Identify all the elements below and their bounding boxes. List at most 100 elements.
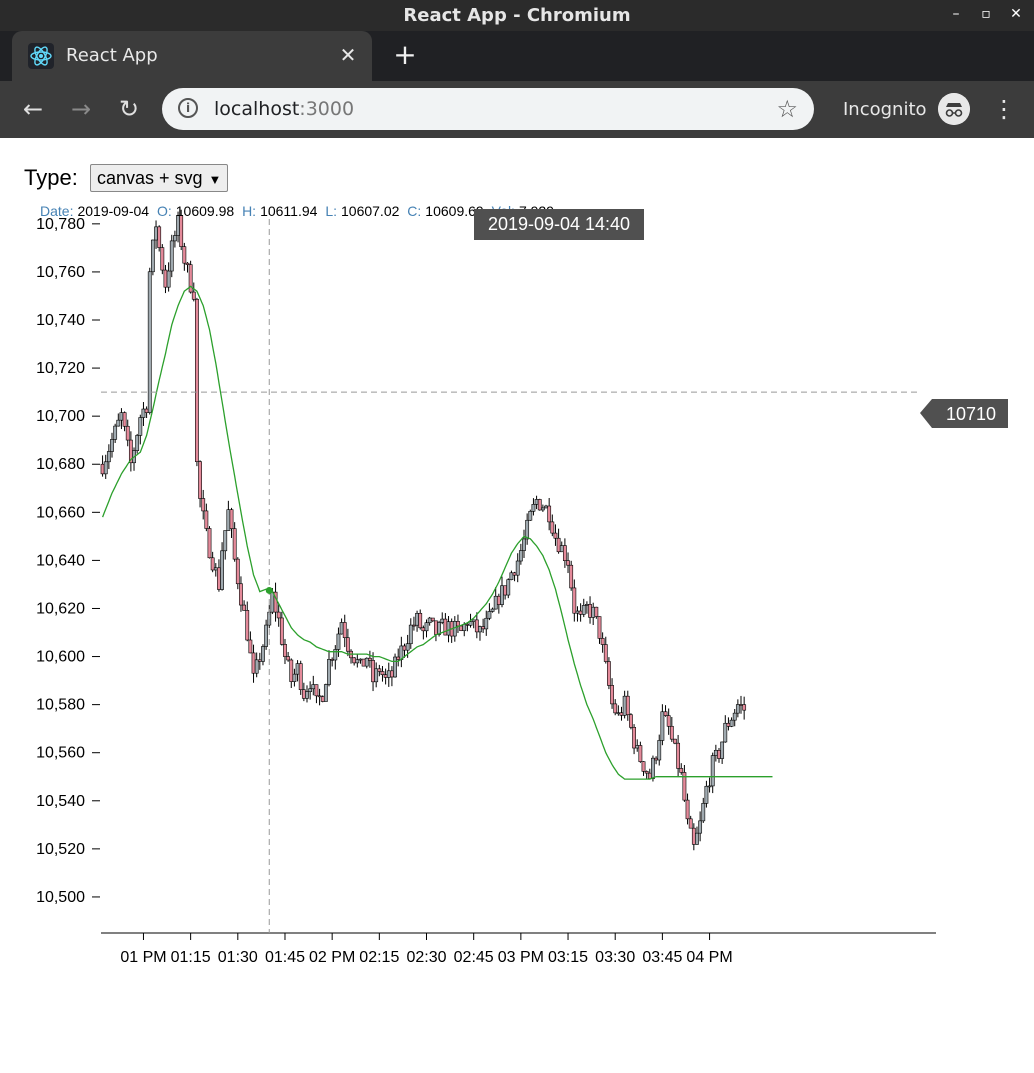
candle-body — [220, 550, 224, 590]
candle — [676, 734, 681, 778]
crosshair — [101, 209, 920, 933]
candle-body — [251, 652, 256, 674]
candle-body — [547, 505, 552, 523]
candle-body — [462, 624, 467, 631]
tooltip-close-label: C: — [407, 203, 421, 219]
candle-body — [566, 560, 570, 566]
site-info-icon[interactable]: i — [178, 98, 198, 118]
close-window-icon[interactable]: ✕ — [1010, 6, 1022, 22]
candle — [632, 724, 636, 755]
candle-body — [245, 610, 250, 641]
candle — [169, 234, 174, 278]
x-axis: 01 PM 01:15 01:30 01:45 02 PM 02:15 02:30 02:45… — [101, 932, 936, 966]
candle-body — [223, 530, 228, 552]
candle-body — [676, 742, 681, 769]
candle-body — [440, 618, 445, 623]
candle — [305, 685, 309, 703]
candle — [673, 738, 677, 745]
candle-body — [138, 417, 143, 436]
bookmark-star-icon[interactable]: ☆ — [776, 95, 798, 123]
tooltip-high-label: H: — [242, 203, 256, 219]
candle-body — [154, 226, 158, 241]
candle — [273, 582, 278, 622]
candle-body — [207, 528, 212, 559]
candle-body — [537, 499, 542, 511]
tooltip-low: 10607.02 — [341, 203, 400, 219]
candle-body — [635, 745, 640, 749]
candle — [147, 267, 152, 415]
candle-body — [364, 657, 369, 667]
candle — [367, 650, 372, 668]
minimize-icon[interactable]: – — [952, 6, 960, 22]
candlestick-chart[interactable]: 10,780 10,760 10,740 10,720 10,700 10,680 10,6… — [0, 195, 1034, 985]
tab-react-app[interactable]: React App ✕ — [12, 31, 372, 81]
candle — [503, 585, 508, 600]
candle-body — [465, 624, 470, 626]
candle-body — [150, 239, 155, 273]
candle — [544, 504, 548, 509]
new-tab-icon[interactable]: + — [393, 38, 417, 71]
candle — [713, 744, 718, 762]
candle — [330, 657, 335, 667]
candle — [207, 526, 212, 559]
x-tick-label: 02 PM — [309, 949, 355, 966]
candle-body — [638, 745, 643, 762]
candle-body — [116, 419, 121, 427]
candle — [257, 652, 262, 670]
candle — [248, 631, 253, 654]
candle — [320, 695, 325, 703]
candle — [607, 657, 611, 690]
candle-body — [317, 695, 322, 698]
y-tick-label: 10,680 — [36, 456, 85, 473]
tab-close-icon[interactable]: ✕ — [339, 43, 357, 67]
candle — [377, 664, 382, 677]
candle — [566, 552, 570, 574]
reload-icon[interactable]: ↻ — [118, 95, 140, 123]
candle-body — [456, 621, 460, 627]
incognito-icon[interactable] — [938, 93, 970, 125]
candle-body — [518, 550, 523, 562]
candle-body — [355, 659, 360, 664]
y-crosshair-label-bg — [920, 399, 1008, 428]
candle-body — [122, 412, 127, 427]
maximize-icon[interactable]: ▫ — [981, 6, 991, 22]
candle — [704, 780, 709, 808]
type-select[interactable]: canvas + svg ▼ — [89, 164, 229, 193]
candle — [723, 715, 728, 743]
candle-body — [169, 240, 174, 272]
candle — [682, 764, 687, 802]
x-tick-label: 01:45 — [265, 949, 305, 966]
candle — [478, 625, 482, 641]
candle-body — [188, 264, 193, 293]
candle — [160, 244, 165, 275]
candle — [144, 406, 149, 419]
y-tick-label: 10,700 — [36, 408, 85, 425]
chart-area[interactable]: 10,780 10,760 10,740 10,720 10,700 10,680 10,6… — [0, 195, 1034, 985]
back-arrow-icon[interactable]: ← — [22, 95, 44, 123]
candle-body — [141, 408, 146, 418]
candle-body — [550, 521, 555, 534]
url-port: :3000 — [299, 98, 355, 120]
forward-arrow-icon[interactable]: → — [70, 95, 92, 123]
crosshair-point — [265, 586, 273, 594]
browser-menu-icon[interactable]: ⋮ — [992, 95, 1016, 123]
candle-body — [707, 785, 712, 788]
y-tick-label: 10,760 — [36, 264, 85, 281]
candle — [150, 239, 155, 276]
candle — [217, 559, 221, 592]
tooltip-open: 10609.98 — [176, 203, 235, 219]
address-bar[interactable]: i localhost:3000 ☆ — [162, 88, 814, 130]
candle-body — [361, 658, 366, 667]
candle — [333, 645, 338, 670]
candle-body — [732, 712, 737, 721]
candle — [371, 652, 375, 692]
candle-body — [402, 645, 407, 651]
candle-body — [704, 785, 709, 804]
candle — [600, 632, 605, 653]
candle-body — [459, 625, 464, 631]
candle — [210, 551, 215, 573]
candle-body — [195, 298, 199, 462]
candle-body — [276, 611, 281, 619]
candle — [128, 431, 133, 472]
candle — [292, 668, 297, 687]
